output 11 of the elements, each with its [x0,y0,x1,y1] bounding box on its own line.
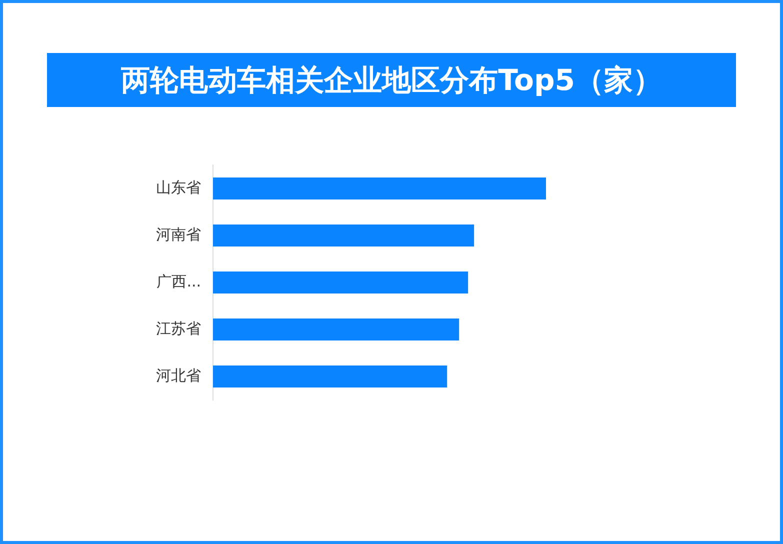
y-tick-label: 山东省 [156,178,201,196]
bar [213,318,460,341]
bar [213,224,474,247]
y-tick-label: 河北省 [156,366,201,384]
y-tick-label: 江苏省 [156,319,201,338]
y-tick-label: 河南省 [156,225,201,244]
y-tick-label: 广西... [156,272,201,290]
bar [213,271,468,294]
bar [213,177,546,200]
bar [213,365,448,388]
chart-title: 两轮电动车相关企业地区分布Top5（家） [47,53,736,107]
